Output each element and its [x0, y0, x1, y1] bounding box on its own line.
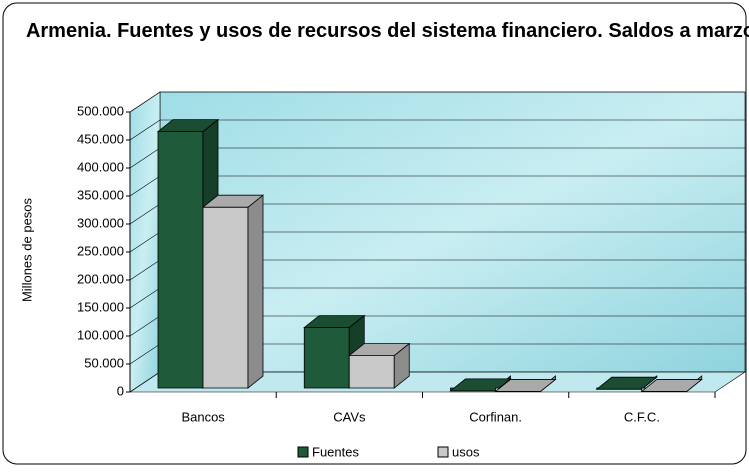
- x-tick-label: CAVs: [333, 409, 366, 424]
- grid-line: [129, 119, 745, 141]
- bar-face: [640, 379, 703, 392]
- chart-title: Armenia. Fuentes y usos de recursos del …: [26, 20, 749, 42]
- y-tick-label: 400.000: [77, 159, 124, 174]
- bar-face: [201, 194, 265, 208]
- bar-face: [595, 376, 658, 390]
- bar: [595, 375, 658, 391]
- y-tick-label: 300.000: [77, 215, 124, 230]
- y-tick-label: 250.000: [77, 243, 124, 258]
- legend-label: Fuentes: [312, 444, 359, 459]
- y-tick-label: 150.000: [77, 299, 124, 314]
- bar-face: [348, 355, 395, 389]
- grid-line: [129, 91, 745, 113]
- bar-face: [494, 379, 557, 392]
- bar: [348, 342, 411, 389]
- y-tick-label: 100.000: [77, 327, 124, 342]
- bar-face: [303, 315, 366, 329]
- bar: [640, 375, 703, 393]
- y-tick-label: 50.000: [84, 355, 124, 370]
- x-tick-label: Bancos: [181, 409, 225, 424]
- y-tick-label: 200.000: [77, 271, 124, 286]
- bar: [494, 375, 557, 393]
- bar-face: [202, 206, 249, 389]
- title-text: Armenia. Fuentes y usos de recursos del …: [26, 20, 749, 42]
- x-tick-label: C.F.C.: [624, 409, 660, 424]
- y-tick-label: 450.000: [77, 131, 124, 146]
- bar: [201, 194, 265, 389]
- y-tick-label: 500.000: [77, 103, 124, 118]
- legend-label: usos: [452, 444, 480, 459]
- legend-swatch: [437, 446, 449, 458]
- bar-face: [247, 194, 264, 389]
- legend-swatch: [297, 446, 309, 458]
- bar-face: [157, 131, 204, 389]
- bar-face: [348, 343, 411, 357]
- y-axis-label: Millones de pesos: [19, 197, 34, 302]
- y-tick-label: 350.000: [77, 187, 124, 202]
- y-tick-label: 0: [117, 383, 124, 398]
- bar-face: [303, 327, 350, 389]
- bar-face: [156, 119, 220, 133]
- x-tick-label: Corfinan.: [469, 409, 522, 424]
